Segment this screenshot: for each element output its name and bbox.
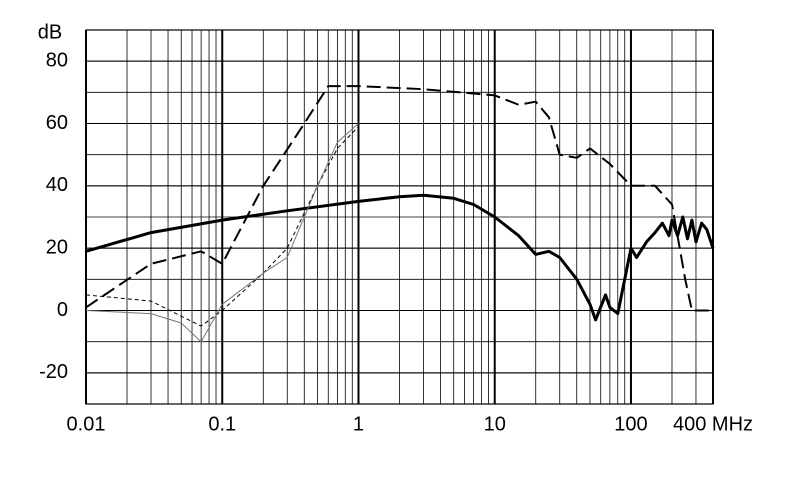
y-tick-label: 80 — [46, 49, 68, 71]
x-tick-label: 0.1 — [208, 413, 236, 435]
data-line — [85, 85, 713, 312]
y-tick-label: 60 — [46, 112, 68, 134]
y-axis-label: dB — [38, 21, 62, 43]
x-tick-label: 400 MHz — [673, 413, 753, 435]
x-tick-label: 100 — [614, 413, 647, 435]
x-tick-label: 1 — [353, 413, 364, 435]
y-tick-label: 20 — [46, 236, 68, 258]
y-tick-label: 40 — [46, 174, 68, 196]
y-tick-label: -20 — [39, 361, 68, 383]
data-line — [85, 123, 359, 343]
data-line — [85, 193, 715, 322]
x-tick-label: 10 — [484, 413, 506, 435]
x-tick-label: 0.01 — [67, 413, 106, 435]
y-tick-label: 0 — [57, 299, 68, 321]
